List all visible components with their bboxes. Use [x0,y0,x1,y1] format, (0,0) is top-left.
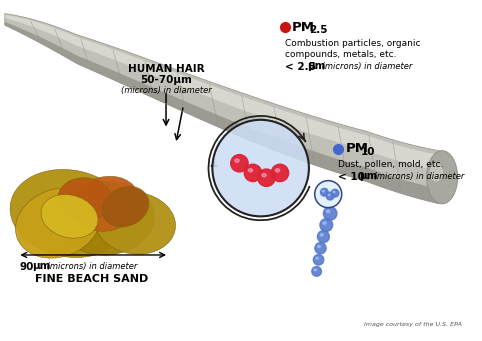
Ellipse shape [427,151,457,204]
Text: 10: 10 [361,147,375,157]
Ellipse shape [327,210,330,213]
Ellipse shape [58,181,154,255]
Ellipse shape [316,257,319,259]
Ellipse shape [320,234,323,236]
Ellipse shape [323,222,326,224]
Circle shape [258,169,275,187]
Text: Dust, pollen, mold, etc.: Dust, pollen, mold, etc. [338,160,443,169]
Ellipse shape [314,269,317,271]
Ellipse shape [328,194,330,196]
Circle shape [244,164,262,182]
Ellipse shape [95,192,175,254]
Ellipse shape [429,163,443,182]
Text: < 10: < 10 [338,172,365,182]
Text: compounds, metals, etc.: compounds, metals, etc. [285,50,396,59]
Text: (microns) in diameter: (microns) in diameter [319,62,412,71]
Circle shape [213,120,309,216]
Text: HUMAN HAIR: HUMAN HAIR [128,64,204,74]
Text: PM: PM [292,21,315,34]
Text: 50-70μm: 50-70μm [140,75,192,85]
Ellipse shape [262,174,266,177]
Text: μm: μm [359,171,377,181]
Text: Combustion particles, organic: Combustion particles, organic [285,39,420,48]
Circle shape [315,181,342,208]
Text: 2.5: 2.5 [309,25,327,35]
Ellipse shape [318,246,321,248]
Circle shape [315,242,326,254]
Polygon shape [5,15,439,171]
Ellipse shape [333,191,335,193]
Circle shape [318,231,329,242]
Ellipse shape [275,169,280,172]
Text: FINE BEACH SAND: FINE BEACH SAND [35,274,148,284]
Circle shape [326,192,334,200]
Ellipse shape [10,169,129,257]
Text: PM: PM [346,142,369,155]
Text: 90: 90 [19,262,34,272]
Ellipse shape [41,194,98,238]
Text: (microns) in diameter: (microns) in diameter [44,262,138,271]
Text: (microns) in diameter: (microns) in diameter [120,86,212,95]
Circle shape [321,188,328,196]
Circle shape [320,219,333,232]
Ellipse shape [322,190,324,192]
Text: Image courtesy of the U.S. EPA: Image courtesy of the U.S. EPA [363,322,461,327]
Ellipse shape [15,188,100,258]
Circle shape [231,154,248,172]
Ellipse shape [102,187,149,227]
Text: μm: μm [307,61,325,71]
Ellipse shape [235,159,239,162]
Polygon shape [5,22,439,204]
Circle shape [312,267,321,276]
Text: < 2.5: < 2.5 [285,62,316,72]
Circle shape [323,207,337,220]
Circle shape [271,164,289,182]
Ellipse shape [248,169,253,172]
Circle shape [331,189,339,197]
Ellipse shape [73,176,140,231]
Ellipse shape [58,178,112,220]
Text: μm: μm [32,261,50,271]
Polygon shape [5,14,439,204]
Text: (microns) in diameter: (microns) in diameter [371,172,464,181]
Circle shape [313,255,324,265]
